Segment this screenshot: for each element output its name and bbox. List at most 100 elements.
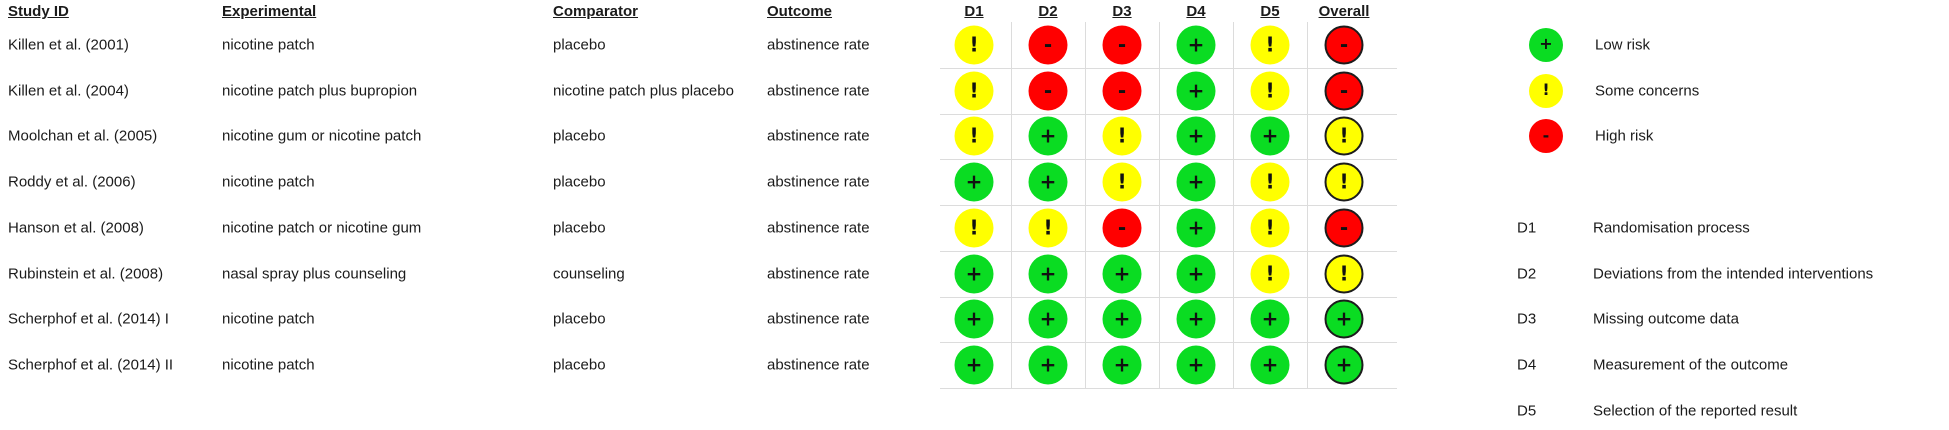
study-id: Scherphof et al. (2014) II bbox=[8, 356, 174, 374]
domain-definition-d1: D1 Randomisation process bbox=[0, 217, 1949, 239]
domain-description: Deviations from the intended interventio… bbox=[1593, 265, 1874, 283]
domain-judgement-circle-low: + bbox=[1250, 116, 1290, 156]
experimental-intervention: nicotine patch bbox=[222, 36, 315, 54]
domain-judgement-circle-low: + bbox=[1250, 299, 1290, 339]
study-id: Moolchan et al. (2005) bbox=[8, 127, 158, 145]
domain-judgement-circle-some: ! bbox=[1250, 162, 1290, 202]
domain-judgement-circle-high: - bbox=[1028, 71, 1068, 111]
domain-id: D4 bbox=[1517, 356, 1537, 374]
outcome: abstinence rate bbox=[767, 82, 870, 100]
study-row: Killen et al. (2004) nicotine patch plus … bbox=[0, 68, 1949, 114]
overall-judgement-circle-some: ! bbox=[1324, 254, 1364, 294]
experimental-intervention: nasal spray plus counseling bbox=[222, 265, 407, 283]
col-header-d1: D1 bbox=[964, 3, 984, 20]
domain-judgement-circle-low: + bbox=[1176, 25, 1216, 65]
study-id: Rubinstein et al. (2008) bbox=[8, 265, 164, 283]
col-header-comparator: Comparator bbox=[553, 3, 639, 20]
comparator-intervention: placebo bbox=[553, 310, 606, 328]
domain-judgement-circle-high: - bbox=[1102, 25, 1142, 65]
study-id: Killen et al. (2004) bbox=[8, 82, 129, 100]
col-header-experimental: Experimental bbox=[222, 3, 317, 20]
domain-definition-d4: D4 Measurement of the outcome bbox=[0, 354, 1949, 376]
study-id: Killen et al. (2001) bbox=[8, 36, 129, 54]
outcome: abstinence rate bbox=[767, 173, 870, 191]
domain-id: D1 bbox=[1517, 219, 1537, 237]
legend-item-low: + Low risk bbox=[0, 27, 1949, 62]
gridline-vertical bbox=[1085, 22, 1086, 388]
gridline-vertical bbox=[1011, 22, 1012, 388]
col-header-d2: D2 bbox=[1038, 3, 1058, 20]
domain-judgement-circle-low: + bbox=[1102, 254, 1142, 294]
domain-judgement-circle-high: - bbox=[1102, 71, 1142, 111]
domain-judgement-circle-some: ! bbox=[1250, 25, 1290, 65]
domain-judgement-circle-low: + bbox=[1028, 345, 1068, 385]
experimental-intervention: nicotine patch plus bupropion bbox=[222, 82, 418, 100]
domain-judgement-circle-some: ! bbox=[1102, 116, 1142, 156]
domain-description: Selection of the reported result bbox=[1593, 402, 1798, 420]
col-header-study-id: Study ID bbox=[8, 3, 69, 20]
domain-id: D2 bbox=[1517, 265, 1537, 283]
experimental-intervention: nicotine gum or nicotine patch bbox=[222, 127, 422, 145]
domain-judgement-circle-some: ! bbox=[1028, 208, 1068, 248]
outcome: abstinence rate bbox=[767, 127, 870, 145]
gridline-horizontal bbox=[940, 296, 1397, 298]
study-id: Roddy et al. (2006) bbox=[8, 173, 136, 191]
comparator-intervention: counseling bbox=[553, 265, 625, 283]
study-row: Hanson et al. (2008) nicotine patch or ni… bbox=[0, 205, 1949, 251]
study-row: Rubinstein et al. (2008) nasal spray plus… bbox=[0, 251, 1949, 297]
gridline-horizontal bbox=[940, 342, 1397, 344]
legend-circle-some: ! bbox=[1529, 73, 1563, 108]
comparator-intervention: placebo bbox=[553, 127, 606, 145]
legend-item-high: - High risk bbox=[0, 119, 1949, 154]
col-header-d5: D5 bbox=[1260, 3, 1280, 20]
domain-description: Measurement of the outcome bbox=[1593, 356, 1789, 374]
domain-judgement-circle-low: + bbox=[954, 254, 994, 294]
study-row: Scherphof et al. (2014) II nicotine patch… bbox=[0, 342, 1949, 388]
study-id: Hanson et al. (2008) bbox=[8, 219, 144, 237]
outcome: abstinence rate bbox=[767, 310, 870, 328]
domain-judgement-circle-some: ! bbox=[1250, 208, 1290, 248]
comparator-intervention: placebo bbox=[553, 36, 606, 54]
gridline-horizontal bbox=[940, 205, 1397, 206]
overall-judgement-circle-high: - bbox=[1324, 71, 1364, 111]
domain-judgement-circle-some: ! bbox=[1250, 71, 1290, 111]
experimental-intervention: nicotine patch bbox=[222, 356, 315, 374]
gridline-horizontal bbox=[940, 250, 1397, 252]
experimental-intervention: nicotine patch bbox=[222, 310, 315, 328]
gridline-horizontal bbox=[940, 113, 1397, 115]
outcome: abstinence rate bbox=[767, 219, 870, 237]
gridline-vertical bbox=[1307, 22, 1308, 388]
domain-judgement-circle-some: ! bbox=[954, 25, 994, 65]
domain-description: Missing outcome data bbox=[1593, 310, 1739, 328]
domain-judgement-circle-low: + bbox=[1102, 345, 1142, 385]
domain-judgement-circle-low: + bbox=[954, 345, 994, 385]
study-row: Killen et al. (2001) nicotine patch placeb… bbox=[0, 22, 1949, 68]
domain-definition-d2: D2 Deviations from the intended intervent… bbox=[0, 263, 1949, 285]
domain-judgement-circle-low: + bbox=[1176, 299, 1216, 339]
experimental-intervention: nicotine patch bbox=[222, 173, 315, 191]
gridline-horizontal bbox=[940, 159, 1397, 161]
legend-label-some: Some concerns bbox=[1595, 82, 1700, 100]
overall-judgement-circle-low: + bbox=[1324, 299, 1364, 339]
gridline-vertical bbox=[1159, 22, 1160, 388]
legend-label-high: High risk bbox=[1595, 127, 1654, 145]
outcome: abstinence rate bbox=[767, 356, 870, 374]
domain-judgement-circle-low: + bbox=[1176, 162, 1216, 202]
comparator-intervention: placebo bbox=[553, 356, 606, 374]
domain-judgement-circle-some: ! bbox=[954, 208, 994, 248]
domain-judgement-circle-low: + bbox=[1102, 299, 1142, 339]
domain-id: D5 bbox=[1517, 402, 1537, 420]
legend-item-some: ! Some concerns bbox=[0, 73, 1949, 108]
domain-judgement-circle-low: + bbox=[1028, 116, 1068, 156]
domain-judgement-circle-low: + bbox=[1176, 254, 1216, 294]
domain-judgement-circle-some: ! bbox=[1102, 162, 1142, 202]
overall-judgement-circle-high: - bbox=[1324, 208, 1364, 248]
domain-judgement-circle-low: + bbox=[1250, 345, 1290, 385]
col-header-outcome: Outcome bbox=[767, 3, 833, 20]
comparator-intervention: placebo bbox=[553, 173, 606, 191]
domain-judgement-circle-low: + bbox=[1028, 162, 1068, 202]
legend-circle-low: + bbox=[1529, 27, 1563, 62]
study-id: Scherphof et al. (2014) I bbox=[8, 310, 169, 328]
col-header-d3: D3 bbox=[1112, 3, 1132, 20]
